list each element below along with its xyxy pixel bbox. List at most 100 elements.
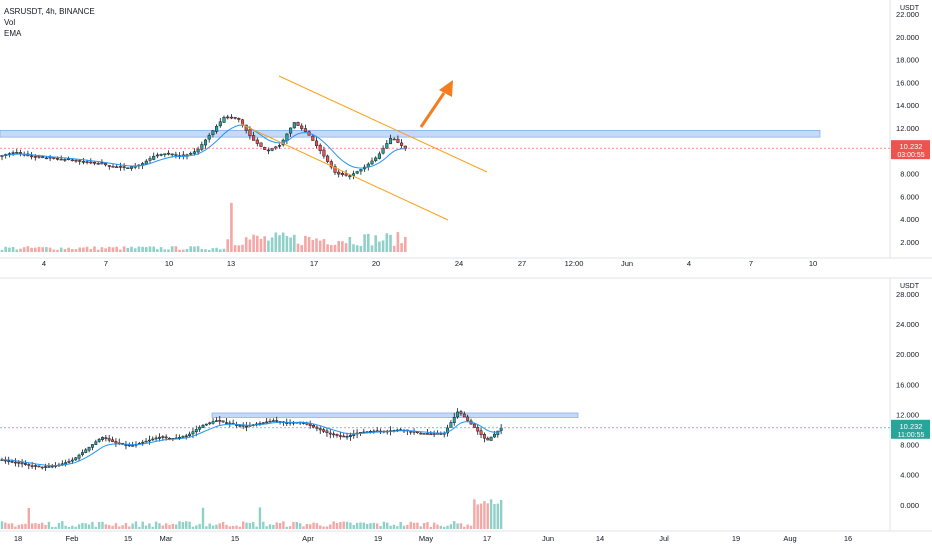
volume-bar <box>119 249 122 252</box>
candle-body <box>18 152 23 154</box>
volume-bar <box>263 236 266 252</box>
candle-body <box>118 166 122 168</box>
volume-bar <box>235 525 238 529</box>
candle-body <box>13 461 17 464</box>
candle-body <box>233 117 237 119</box>
volume-bar <box>205 526 208 529</box>
volume-bar <box>221 521 225 529</box>
candle-body <box>27 464 31 466</box>
currency-label-bottom: USDT <box>900 283 920 290</box>
volume-bar <box>188 521 191 529</box>
last-price-countdown: 11:00:55 <box>898 432 925 439</box>
candle-body <box>44 466 47 468</box>
volume-bar <box>161 525 164 529</box>
volume-bar <box>185 248 189 252</box>
candle-body <box>303 128 307 132</box>
candle-body <box>388 138 393 145</box>
volume-bar <box>8 247 11 252</box>
candle-body <box>325 430 329 434</box>
candle-body <box>91 444 94 448</box>
price-tick-label: 16.000 <box>896 78 919 87</box>
candle-body <box>348 175 352 178</box>
volume-bar <box>44 524 47 529</box>
volume-bar <box>0 521 4 529</box>
volume-bar <box>348 237 352 252</box>
candle-body <box>270 148 274 151</box>
legend-vol[interactable]: Vol <box>4 18 16 27</box>
breakout-arrow-shaft[interactable] <box>419 92 446 128</box>
volume-bar <box>41 247 44 252</box>
time-tick-label: Jun <box>621 259 633 268</box>
volume-bar <box>174 246 178 252</box>
time-axis-top[interactable]: 4 7 10 13 17 20 24 27 12:00 Jun 4 7 10 <box>42 259 817 268</box>
candle-body <box>215 126 219 132</box>
volume-bar <box>365 523 369 529</box>
candle-body <box>126 167 130 169</box>
time-tick-label: 19 <box>374 534 382 543</box>
price-axis-bottom[interactable]: 28.000 24.000 20.000 16.000 12.000 8.000 4.000… <box>896 290 919 510</box>
volume-bar <box>158 523 161 529</box>
volume-bar <box>145 247 148 252</box>
candle-body <box>101 437 104 440</box>
volume-bar <box>476 504 479 529</box>
legend-symbol[interactable]: ASRUSDT, 4h, BINANCE <box>4 7 95 16</box>
volume-bar <box>111 247 115 252</box>
breakout-arrow-head[interactable] <box>439 80 453 97</box>
volume-bar <box>459 523 463 529</box>
volume-bar <box>78 247 81 252</box>
volume-bar <box>215 524 218 529</box>
volume-bar <box>275 522 278 529</box>
volume-bar <box>211 525 215 529</box>
volume-bar <box>436 524 439 529</box>
volume-bar <box>7 523 10 529</box>
volume-bar <box>355 245 359 252</box>
currency-label-top: USDT <box>900 5 920 12</box>
candle-body <box>345 435 349 438</box>
volume-bar <box>242 521 245 529</box>
volume-bar <box>231 525 235 529</box>
volume-bar <box>374 235 377 252</box>
volume-bar <box>312 522 315 529</box>
channel-drawings[interactable] <box>240 75 488 221</box>
volume-bar <box>122 246 126 252</box>
volume-bar <box>54 526 57 529</box>
time-tick-label: 27 <box>518 259 526 268</box>
volume-bar <box>305 523 309 529</box>
volume-bar <box>10 523 14 529</box>
legend-ema[interactable]: EMA <box>4 29 22 38</box>
candle-body <box>446 427 450 434</box>
volume-bar <box>159 247 163 252</box>
volume-bar <box>309 524 312 529</box>
candle-body <box>432 433 436 435</box>
time-axis-bottom[interactable]: 18 Feb 15 Mar 15 Apr 19 May 17 Jun 14 Jul 19 Aug 16 <box>14 534 852 543</box>
candle-body <box>74 457 78 461</box>
volume-bar <box>178 249 181 252</box>
volume-bar <box>302 526 305 529</box>
volume-bar <box>124 523 128 529</box>
volume-bar <box>378 241 381 252</box>
candle-body <box>333 166 337 173</box>
candle-body <box>114 441 118 444</box>
candle-body <box>274 146 278 149</box>
volume-bar <box>51 526 54 529</box>
volume-bar <box>219 249 222 252</box>
volume-bar <box>201 507 205 529</box>
candle-body <box>214 420 218 422</box>
candle-body <box>154 437 158 440</box>
candle-body <box>203 139 208 146</box>
candle-body <box>174 154 178 156</box>
volume-bar <box>185 521 188 529</box>
volume-bar <box>71 525 74 529</box>
channel-lower-line[interactable] <box>240 123 449 221</box>
volume-bar <box>4 246 7 252</box>
price-axis-top[interactable]: 22.00020.00018.00016.00014.00012.00010.0… <box>896 10 919 247</box>
channel-upper-line[interactable] <box>278 75 488 173</box>
candle-body <box>148 158 152 161</box>
price-tick-label: 8.000 <box>900 441 919 450</box>
volume-bar <box>238 526 242 529</box>
volume-bar <box>322 239 326 252</box>
price-tick-label: 12.000 <box>896 410 919 419</box>
candle-body <box>329 161 333 168</box>
candle-body <box>374 157 378 161</box>
